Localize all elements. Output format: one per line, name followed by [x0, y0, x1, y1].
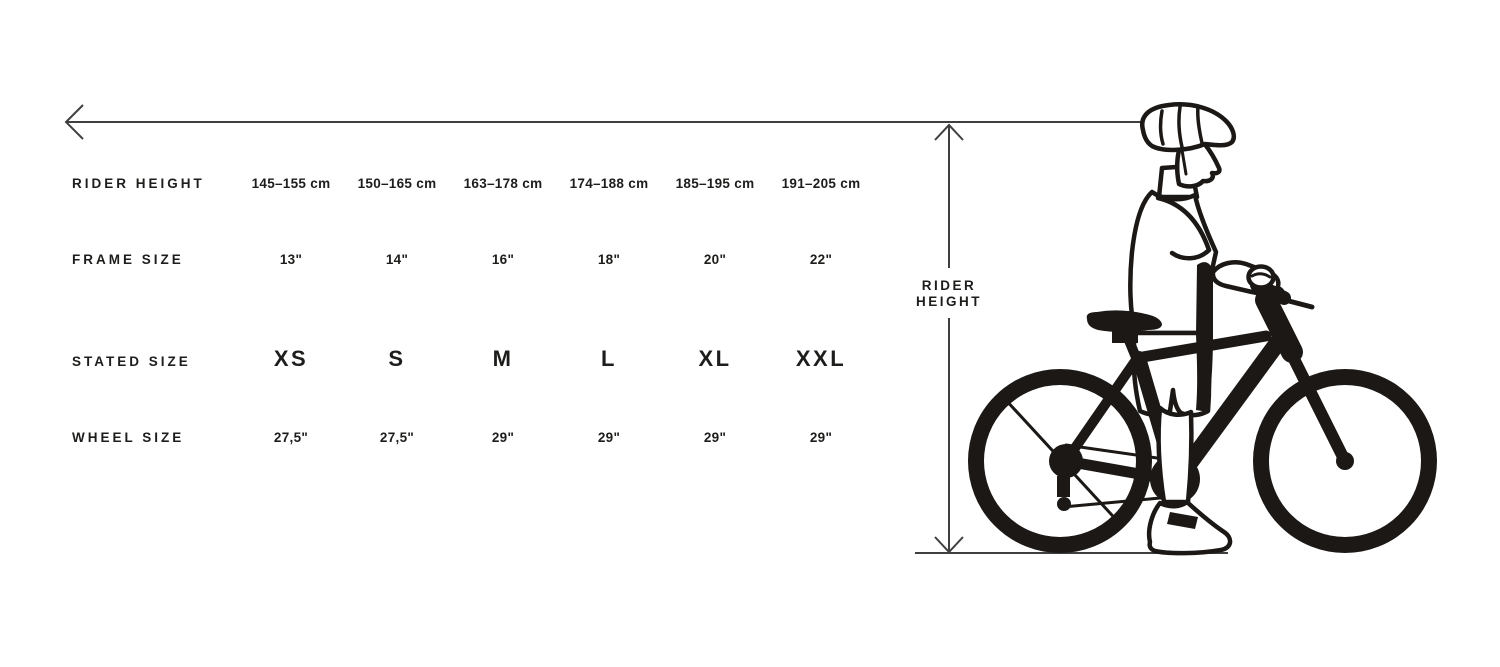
- cell-rider-height-xs: 145–155 cm: [251, 176, 331, 191]
- table-row-frame-size: FRAME SIZE 13" 14" 16" 18" 20" 22": [0, 252, 960, 280]
- saddle: [1086, 310, 1162, 332]
- rider-leg: [1156, 405, 1194, 505]
- cell-rider-height-l: 174–188 cm: [569, 176, 649, 191]
- cell-wheel-size-m: 29": [491, 430, 515, 445]
- table-row-stated-size: STATED SIZE XS S M L XL XXL: [0, 346, 960, 381]
- pedal: [1167, 512, 1198, 529]
- cell-rider-height-m: 163–178 cm: [463, 176, 543, 191]
- down-tube: [1174, 332, 1288, 481]
- cell-wheel-size-l: 29": [597, 430, 621, 445]
- cell-stated-size-m: M: [492, 346, 514, 371]
- cell-stated-size-xl: XL: [698, 346, 732, 371]
- table-row-wheel-size: WHEEL SIZE 27,5" 27,5" 29" 29" 29" 29": [0, 430, 960, 458]
- cell-wheel-size-xxl: 29": [809, 430, 833, 445]
- cell-frame-size-xl: 20": [703, 252, 727, 267]
- cell-frame-size-l: 18": [597, 252, 621, 267]
- rider-far-arm: [1196, 262, 1213, 412]
- saddle-clamp: [1112, 331, 1138, 343]
- top-tube: [1131, 330, 1272, 364]
- cell-frame-size-xxl: 22": [809, 252, 833, 267]
- row-label-frame-size: FRAME SIZE: [72, 252, 184, 267]
- cell-rider-height-xl: 185–195 cm: [675, 176, 755, 191]
- horizontal-measure-arrow: [64, 104, 1141, 140]
- fork: [1283, 343, 1351, 467]
- chain-stay: [1060, 455, 1168, 484]
- rider-height-measure-line2: HEIGHT: [915, 293, 982, 309]
- rider-helmet: [1139, 102, 1236, 153]
- row-label-rider-height: RIDER HEIGHT: [72, 176, 205, 191]
- rider-height-measure-label: RIDER HEIGHT: [889, 278, 1009, 309]
- cell-rider-height-xxl: 191–205 cm: [781, 176, 861, 191]
- vertical-measure-arrow: [934, 123, 964, 554]
- front-wheel: [1253, 369, 1437, 553]
- cell-stated-size-l: L: [601, 346, 617, 371]
- cell-stated-size-xs: XS: [273, 346, 309, 371]
- seat-stay: [1061, 352, 1143, 466]
- cell-wheel-size-xl: 29": [703, 430, 727, 445]
- cell-frame-size-s: 14": [385, 252, 409, 267]
- cell-rider-height-s: 150–165 cm: [357, 176, 437, 191]
- row-label-stated-size: STATED SIZE: [72, 354, 191, 369]
- rider-foreground: [1146, 264, 1276, 556]
- chain-top: [1064, 443, 1166, 461]
- brake-lever: [1282, 297, 1315, 310]
- row-label-wheel-size: WHEEL SIZE: [72, 430, 185, 445]
- rider-hand: [1246, 264, 1276, 290]
- rear-wheel: [968, 369, 1152, 553]
- cell-frame-size-xs: 13": [279, 252, 303, 267]
- front-hub: [1336, 452, 1354, 470]
- chain-bottom: [1061, 496, 1162, 509]
- cell-wheel-size-s: 27,5": [379, 430, 415, 445]
- table-row-rider-height: RIDER HEIGHT 145–155 cm 150–165 cm 163–1…: [0, 176, 960, 204]
- cell-wheel-size-xs: 27,5": [273, 430, 309, 445]
- rider-height-measure-line1: RIDER: [921, 278, 977, 293]
- seat-post: [1123, 333, 1147, 377]
- cell-stated-size-xxl: XXL: [795, 346, 847, 371]
- derailleur: [1057, 476, 1070, 497]
- cell-stated-size-s: S: [388, 346, 406, 371]
- rider-face: [1174, 140, 1222, 189]
- cell-frame-size-m: 16": [491, 252, 515, 267]
